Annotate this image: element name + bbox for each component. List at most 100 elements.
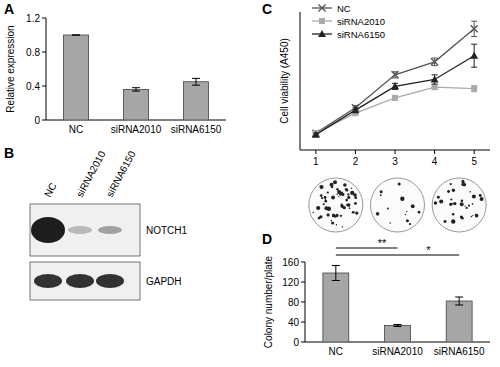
colony (347, 203, 351, 207)
x-tick (315, 150, 316, 154)
colony (354, 202, 357, 205)
legend-label: siRNA2010 (337, 16, 385, 27)
blot-band (66, 274, 94, 288)
y-tick-label: 0 (34, 115, 40, 126)
marker (318, 30, 326, 37)
colony-plate (371, 178, 425, 232)
x-tick-label: 3 (392, 156, 398, 167)
error-bar (471, 86, 477, 92)
blot-band (96, 274, 124, 288)
colony (341, 191, 343, 193)
error-cap (432, 65, 438, 66)
error-cap (394, 324, 402, 325)
bar (183, 82, 208, 120)
marker-shape (470, 52, 478, 59)
bar (446, 301, 472, 342)
bar (63, 35, 88, 120)
colony (336, 188, 338, 190)
colony (466, 207, 468, 209)
colony (320, 194, 323, 197)
x-tick-label: siRNA2010 (372, 346, 423, 357)
blot-band (98, 226, 122, 234)
y-axis-title: Cell viability (A450) (279, 38, 290, 124)
x-tick (434, 150, 435, 154)
y-axis-title: Colony number/plate (263, 255, 274, 348)
error-bar (392, 83, 398, 89)
marker-shape (432, 84, 438, 90)
colony (351, 188, 352, 189)
marker (312, 131, 320, 138)
error-cap (132, 91, 140, 92)
colony (355, 211, 358, 214)
colony (347, 196, 350, 199)
colony (475, 214, 476, 215)
colony-plate (309, 178, 363, 232)
x-tick-label: 1 (313, 156, 319, 167)
colony (418, 211, 421, 214)
legend-entry: siRNA2010 (312, 16, 385, 27)
marker (319, 5, 326, 12)
colony (347, 193, 349, 195)
significance-line (336, 255, 459, 256)
error-bar (432, 58, 438, 66)
colony (480, 197, 484, 201)
colony (451, 203, 453, 205)
panel-label: B (4, 145, 14, 161)
figure: ABCD00.40.81.2Relative expressionNCsiRNA… (0, 0, 500, 367)
colony (321, 197, 323, 199)
colony (343, 183, 347, 187)
x-tick-label: siRNA6150 (171, 124, 222, 135)
colony (327, 191, 329, 193)
bar (123, 89, 148, 120)
row-label: GAPDH (146, 276, 182, 287)
error-bar (392, 72, 398, 78)
colony (460, 202, 464, 206)
colony (337, 190, 338, 191)
colony (323, 203, 325, 205)
y-tick-label: 120 (282, 277, 299, 288)
panel-label: C (262, 1, 272, 17)
colony (469, 191, 471, 193)
colony (447, 190, 450, 193)
marker (392, 95, 398, 101)
colony (376, 212, 380, 216)
legend-entry: siRNA6150 (312, 29, 385, 40)
lane-label: siRNA2010 (74, 149, 108, 199)
marker-shape (471, 86, 477, 92)
plot-area (323, 266, 472, 343)
error-cap (192, 78, 200, 79)
colony (400, 197, 404, 201)
legend-entry: NC (312, 3, 351, 14)
colony (333, 180, 337, 184)
colony (437, 196, 440, 199)
colony (331, 196, 335, 200)
significance-line (336, 248, 398, 249)
marker (351, 106, 359, 113)
significance-label: ** (378, 237, 387, 249)
marker (432, 84, 438, 90)
x-tick-label: siRNA2010 (111, 124, 162, 135)
marker-shape (392, 71, 399, 78)
colony (460, 215, 463, 218)
colony-plate (432, 178, 486, 232)
colony (475, 214, 479, 218)
colony (349, 207, 351, 209)
plot-area (63, 35, 208, 120)
legend-label: siRNA6150 (337, 29, 385, 40)
colony (452, 189, 455, 192)
colony (452, 213, 455, 216)
colony (451, 219, 455, 223)
marker (431, 75, 439, 82)
error-cap (432, 58, 438, 59)
colony (461, 199, 464, 202)
x-tick-label: NC (329, 346, 343, 357)
marker-shape (431, 75, 439, 82)
marker-shape (319, 18, 325, 24)
error-bar (332, 266, 340, 281)
colony (327, 207, 331, 211)
error-cap (471, 36, 477, 37)
colony (336, 224, 338, 226)
series-line (316, 87, 474, 133)
blot-band (31, 217, 65, 243)
significance-label: * (426, 244, 431, 256)
